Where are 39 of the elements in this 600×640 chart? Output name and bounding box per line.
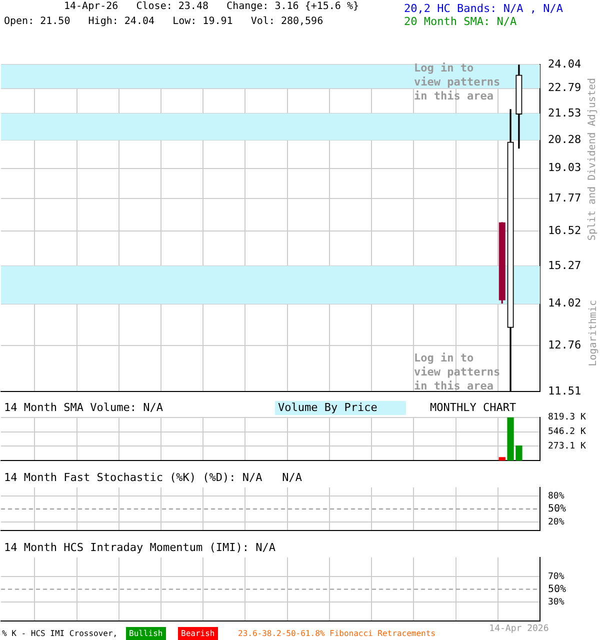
y-tick-label: 24.04 (548, 57, 582, 70)
chart-title: 14 Month SMA Volume: N/A (4, 401, 163, 414)
chart-title: 14 Month HCS Intraday Momentum (IMI): N/A (4, 541, 276, 554)
y-tick-label: 21.53 (548, 106, 582, 120)
text: 20,2 HC Bands: N/A , N/A (404, 2, 563, 16)
y-axis-title: Split and Dividend Adjusted (587, 78, 598, 241)
y-tick-label: 30% (548, 597, 565, 608)
chart-subtitle: Open: 21.50 High: 24.04 Low: 19.91 Vol: 280,596 (4, 16, 324, 27)
y-tick-label: 273.1 K (548, 442, 587, 452)
text: % K - HCS IMI Crossover, (2, 628, 118, 640)
bar (498, 457, 506, 461)
x-tick-label: 14-Apr 2026 (489, 624, 549, 634)
y-tick-label: 15.27 (548, 258, 582, 272)
text: Bullish (126, 627, 166, 640)
y-tick-label: 70% (548, 572, 565, 582)
text: Bearish (178, 627, 218, 640)
ref-line-label: 50% (548, 584, 566, 595)
y-tick-label: 11.51 (548, 384, 582, 398)
annotation: Log in to view patterns in this area (414, 61, 500, 102)
ref-line-label: 50% (548, 504, 566, 515)
chart-title: 14 Month Fast Stochastic (%K) (%D): N/A N/A (4, 471, 302, 484)
y-tick-label: 14.02 (548, 296, 582, 310)
text: Volume By Price (275, 401, 406, 415)
y-tick-label: 22.79 (548, 81, 582, 94)
y-tick-label: 80% (548, 491, 565, 502)
text: 23.6-38.2-50-61.8% Fibonacci Retracements (238, 628, 436, 640)
text: MONTHLY CHART (430, 401, 516, 415)
y-tick-label: 819.3 K (548, 412, 587, 423)
y-tick-label: 20.28 (548, 132, 582, 146)
chart-title: 14-Apr-26 Close: 23.48 Change: 3.16 {+15.6 %} (64, 1, 360, 12)
y-tick-label: 19.03 (548, 161, 582, 174)
annotation: Log in to view patterns in this area (414, 351, 500, 392)
text: 20 Month SMA: N/A (404, 15, 517, 29)
y-tick-label: 12.76 (548, 338, 582, 352)
y-tick-label: 16.52 (548, 224, 582, 237)
y-tick-label: 17.77 (548, 192, 582, 205)
text: Logarithmic (587, 300, 600, 366)
y-tick-label: 546.2 K (548, 427, 587, 438)
y-tick-label: 20% (548, 517, 565, 528)
